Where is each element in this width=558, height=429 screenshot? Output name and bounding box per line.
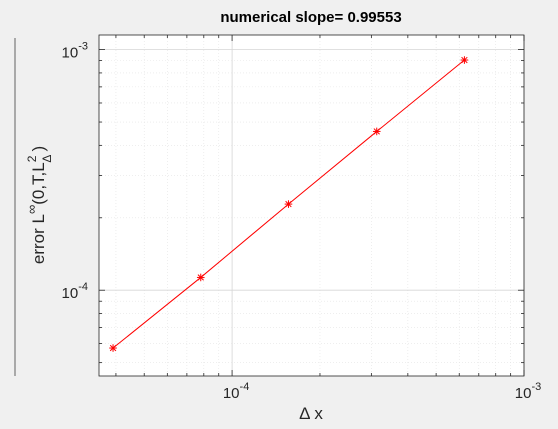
x-axis-label: Δ x <box>299 404 323 423</box>
data-point-marker <box>460 56 469 64</box>
data-point-marker <box>109 344 117 352</box>
data-point-marker <box>284 200 293 208</box>
y-axis-label-sup: ∞ <box>24 205 39 214</box>
series-layer <box>109 56 469 352</box>
ticks <box>99 35 525 376</box>
x-tick-label: 10-3 <box>515 381 541 402</box>
data-point-marker <box>196 273 205 282</box>
y-axis-label-sub2: Δ <box>40 155 54 163</box>
y-axis-label-prefix: error L <box>29 214 48 264</box>
tick-labels: 10-4 10-3 10-4 10-3 <box>62 41 542 402</box>
x-tick-label: 10-4 <box>223 381 249 402</box>
data-point-marker <box>372 127 381 136</box>
y-tick-label: 10-3 <box>62 41 88 62</box>
chart-title: numerical slope= 0.99553 <box>220 9 401 26</box>
plot-area <box>99 35 524 376</box>
y-axis-label-mid: (0,T,L <box>29 162 48 205</box>
axes-box <box>98 34 525 377</box>
y-axis-label-suffix: ) <box>29 146 48 152</box>
y-axis-label-sup2: 2 <box>25 155 39 162</box>
y-axis-label: error L∞(0,T,L2Δ) <box>24 146 54 264</box>
y-tick-label: 10-4 <box>62 281 88 302</box>
